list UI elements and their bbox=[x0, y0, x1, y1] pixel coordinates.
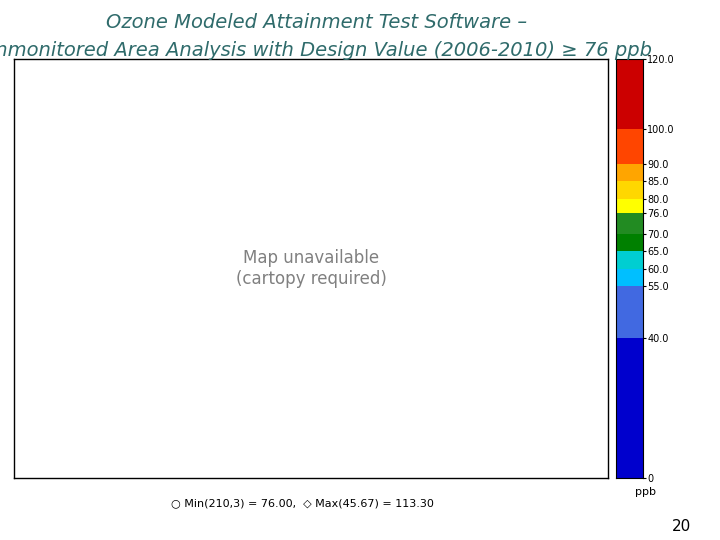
Bar bbox=[616, 234, 643, 251]
Bar bbox=[616, 251, 643, 268]
Bar bbox=[616, 164, 643, 181]
Bar bbox=[616, 213, 643, 234]
Bar bbox=[616, 268, 643, 286]
Bar bbox=[616, 286, 643, 339]
Bar bbox=[616, 181, 643, 199]
Text: Ozone Modeled Attainment Test Software –: Ozone Modeled Attainment Test Software – bbox=[107, 14, 527, 32]
Bar bbox=[616, 339, 643, 478]
Text: Unmonitored Area Analysis with Design Value (2006-2010) ≥ 76 ppb: Unmonitored Area Analysis with Design Va… bbox=[0, 40, 652, 59]
Text: ○ Min(210,3) = 76.00,  ◇ Max(45.67) = 113.30: ○ Min(210,3) = 76.00, ◇ Max(45.67) = 113… bbox=[171, 498, 434, 508]
Bar bbox=[616, 129, 643, 164]
Text: Map unavailable
(cartopy required): Map unavailable (cartopy required) bbox=[236, 249, 387, 288]
Bar bbox=[616, 59, 643, 129]
Bar bbox=[616, 199, 643, 213]
Text: ppb: ppb bbox=[634, 487, 656, 497]
Text: 20: 20 bbox=[672, 518, 691, 534]
